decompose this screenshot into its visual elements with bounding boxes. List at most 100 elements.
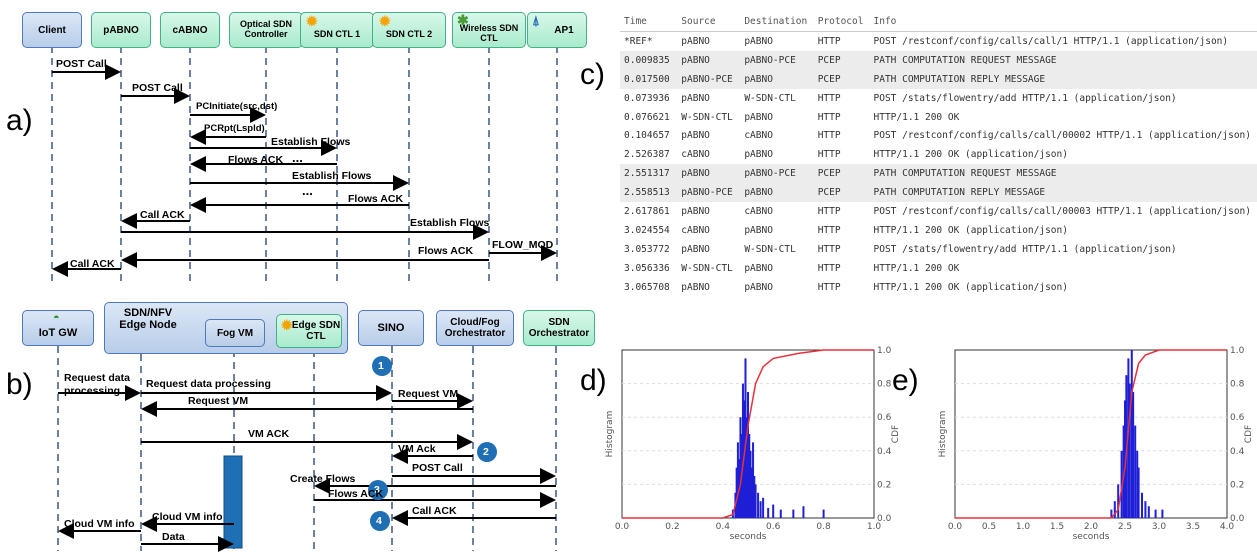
step-1: 1 [378, 360, 384, 372]
y-axis-label: Histogram [605, 411, 615, 458]
participant-cabno: cABNO [160, 12, 220, 48]
step-3: 3 [374, 484, 380, 496]
msg-b-request-data-processing-1: Request data processing [64, 372, 130, 398]
table-cell-time: 3.065708 [624, 281, 670, 293]
table-cell-src: pABNO [681, 243, 710, 255]
msg-a-flows-ack-3: Flows ACK [418, 245, 474, 257]
participant-sino: SINO [358, 310, 424, 346]
histogram-bar [752, 442, 755, 518]
table-cell-time: 2.617861 [624, 205, 670, 217]
histogram-bar [1161, 509, 1164, 518]
table-cell-proto: PCEP [813, 183, 870, 203]
table-cell-info: POST /restconf/config/calls/call/00003 H… [873, 205, 1252, 217]
col-source: Source [677, 12, 741, 32]
msg-a-post-call-2: POST Call [132, 82, 183, 94]
table-cell-time: 3.056336 [624, 262, 670, 274]
x-tick-label: 0.0 [615, 522, 630, 532]
table-cell-src: W-SDN-CTL [681, 262, 733, 274]
table-row: 0.104657 pABNO cABNO HTTP POST /restconf/con… [620, 126, 1257, 145]
table-cell-proto: HTTP [817, 35, 841, 47]
x-tick-label: 3.5 [1186, 522, 1200, 532]
msg-b-call-ack: Call ACK [412, 505, 457, 517]
cdf-line [955, 349, 1227, 519]
msg-a-post-call-1: POST Call [56, 58, 107, 70]
histogram-bar [1130, 350, 1133, 518]
y2-tick-label: 0.4 [1230, 447, 1245, 457]
msg-b-create-flows: Create Flows [290, 473, 356, 485]
histogram-bar [779, 509, 782, 518]
table-row: 2.526387 cABNO pABNO HTTP HTTP/1.1 200 OK (a… [620, 145, 1257, 164]
sun-icon: ✹ [306, 13, 318, 29]
msg-a-call-ack-1: Call ACK [140, 209, 185, 221]
y2-tick-label: 1.0 [1230, 346, 1245, 356]
msg-b-cloud-vm-info-1: Cloud VM info [152, 511, 223, 523]
table-cell-proto: HTTP [817, 205, 841, 217]
table-cell-time: *REF* [624, 35, 653, 47]
y2-tick-label: 0.6 [877, 413, 892, 423]
table-header-row: Time Source Destination Protocol Info [620, 12, 1257, 32]
histogram-bar [1134, 425, 1137, 518]
histogram-bar [750, 467, 753, 518]
histogram-bar [748, 434, 751, 518]
y2-tick-label: 0.0 [877, 514, 892, 524]
step-4: 4 [376, 515, 382, 527]
histogram-bar [802, 506, 805, 518]
table-cell-dst: W-SDN-CTL [744, 92, 796, 104]
table-cell-info: HTTP/1.1 200 OK (application/json) [873, 224, 1068, 236]
x-tick-label: 0.0 [948, 522, 963, 532]
x-tick-label: 0.5 [982, 522, 996, 532]
participant-optical-sdn-controller: Optical SDN Controller [229, 12, 303, 48]
msg-a-pcrpt: PCRpt(Lspld) [204, 123, 265, 134]
participant-sdn-orchestrator: SDN Orchestrator [523, 310, 595, 346]
histogram-bar [1124, 400, 1126, 518]
histogram-bar [741, 383, 744, 518]
panel-label-e: e) [892, 364, 919, 397]
panel-label-a: a) [6, 104, 33, 137]
table-cell-dst: cABNO [744, 130, 773, 142]
histogram-bar [1117, 484, 1120, 518]
msg-b-request-data-processing-2: Request data processing [146, 378, 271, 390]
msg-b-request-vm-2: Request VM [188, 395, 249, 407]
histogram-chart-e: 0.0 0.5 1.0 1.5 2.0 2.5 3.0 3.5 4.00.00.20.40.60… [938, 346, 1254, 540]
y2-axis-label: CDF [891, 425, 900, 443]
table-cell-info: PATH COMPUTATION REPLY MESSAGE [869, 69, 1257, 89]
table-cell-src: W-SDN-CTL [681, 111, 733, 123]
table-cell-proto: HTTP [817, 92, 841, 104]
x-tick-label: 0.4 [716, 522, 731, 532]
table-cell-src: pABNO [681, 281, 710, 293]
msg-b-vm-ack-1: VM ACK [248, 428, 290, 440]
table-cell-time: 3.053772 [624, 243, 670, 255]
msg-b-request-vm-1: Request VM [398, 388, 459, 400]
x-tick-label: 1.5 [1050, 522, 1064, 532]
ellipsis-2: ... [302, 183, 313, 198]
msg-b-vm-ack-2: VM Ack [398, 443, 436, 455]
histogram-bar [749, 450, 752, 518]
y2-tick-label: 0.4 [877, 447, 892, 457]
msg-a-establish-flows-1: Establish Flows [271, 136, 351, 148]
table-cell-time: 0.073936 [624, 92, 670, 104]
table-cell-dst: pABNO [744, 149, 773, 161]
table-cell-src: pABNO [681, 35, 710, 47]
table-cell-info: PATH COMPUTATION REPLY MESSAGE [869, 183, 1257, 203]
col-protocol: Protocol [813, 12, 870, 32]
histogram-bar [757, 492, 760, 518]
msg-b-data: Data [162, 531, 185, 543]
table-cell-info: POST /restconf/config/calls/call/1 HTTP/… [873, 35, 1229, 47]
table-cell-proto: PCEP [813, 164, 870, 184]
msg-b-post-call: POST Call [412, 462, 463, 474]
x-axis-label: seconds [730, 532, 767, 540]
table-cell-info: POST /stats/flowentry/add HTTP/1.1 (appl… [873, 243, 1177, 255]
table-row: 3.053772 pABNO W-SDN-CTL HTTP POST /stats/fl… [620, 240, 1257, 259]
fog-vm-activation [223, 455, 243, 549]
histogram-bar [744, 358, 747, 518]
table-cell-info: HTTP/1.1 200 OK [873, 111, 960, 123]
x-tick-label: 4.0 [1220, 522, 1235, 532]
histogram-bar [772, 504, 775, 518]
histogram-bar [739, 417, 742, 518]
table-cell-dst: pABNO [744, 281, 773, 293]
histogram-bar [1127, 358, 1130, 518]
table-row: 0.017500 pABNO-PCE pABNO PCEP PATH COMPUTATI… [620, 69, 1257, 89]
participant-sdn-ctl-1: ✹ SDN CTL 1 [300, 12, 374, 48]
histogram-bar [735, 467, 738, 518]
histogram-bar [754, 484, 757, 518]
